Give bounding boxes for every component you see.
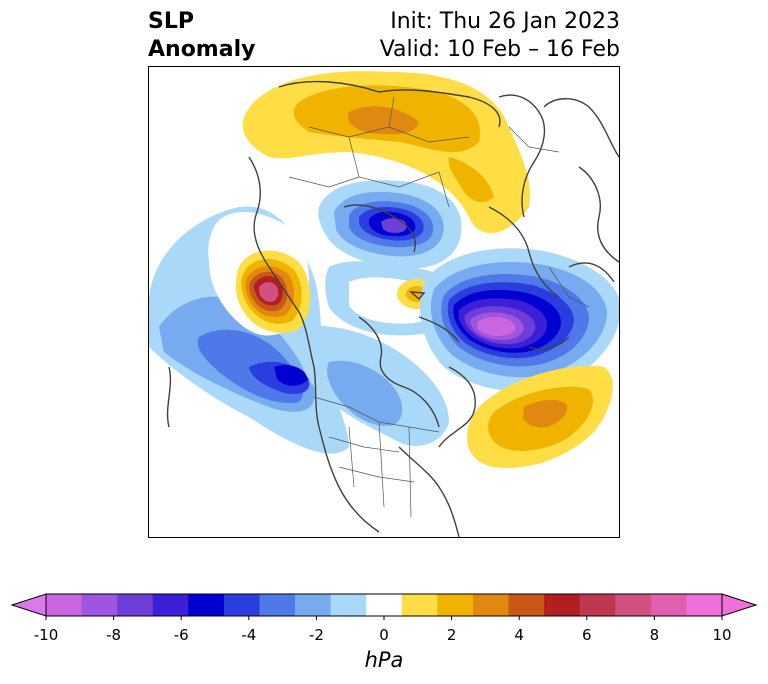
colorbar-tick-label: 6 xyxy=(582,626,592,644)
colorbar-swatch xyxy=(46,594,83,616)
atlantic-positive-anomaly xyxy=(467,366,613,468)
date-info: Init: Thu 26 Jan 2023 Valid: 10 Feb – 16… xyxy=(380,8,620,64)
colorbar-tick-label: -2 xyxy=(308,626,324,644)
north-america-negative xyxy=(297,325,449,446)
coastlines xyxy=(166,80,619,537)
colorbar-swatch xyxy=(615,594,652,616)
title-line-1: SLP xyxy=(148,9,194,34)
colorbar-swatch xyxy=(223,594,260,616)
colorbar xyxy=(10,593,758,620)
colorbar-swatch xyxy=(401,594,438,616)
colorbar-tick-label: 2 xyxy=(446,626,457,644)
colorbar-swatch xyxy=(437,594,474,616)
colorbar-swatch xyxy=(188,594,225,616)
colorbar-swatch xyxy=(366,594,403,616)
chart-title: SLP Anomaly xyxy=(148,8,255,64)
colorbar-swatch xyxy=(295,594,332,616)
colorbar-swatch xyxy=(544,594,581,616)
colorbar-units: hPa xyxy=(364,648,404,672)
map-panel xyxy=(148,66,620,538)
colorbar-lower-extend xyxy=(10,593,47,617)
colorbar-swatch xyxy=(259,594,296,616)
atlantic-negative-anomaly xyxy=(420,248,619,391)
colorbar-swatch xyxy=(81,594,118,616)
colorbar-tick-label: -8 xyxy=(106,626,122,644)
colorbar-swatch xyxy=(117,594,154,616)
colorbar-tick-label: -10 xyxy=(33,626,59,644)
colorbar-swatch xyxy=(472,594,510,616)
colorbar-swatch xyxy=(508,594,545,616)
valid-range: Valid: 10 Feb – 16 Feb xyxy=(379,37,620,62)
eurasia-positive-anomaly xyxy=(242,71,530,234)
bering-positive-anomaly xyxy=(208,212,311,336)
title-line-2: Anomaly xyxy=(148,37,256,62)
colorbar-swatch xyxy=(152,594,189,616)
colorbar-swatch xyxy=(330,594,367,616)
colorbar-tick-label: 8 xyxy=(649,626,660,644)
colorbar-tick-label: 4 xyxy=(514,626,524,644)
colorbar-tick-label: -4 xyxy=(241,626,257,644)
political-borders xyxy=(288,96,590,518)
init-date: Init: Thu 26 Jan 2023 xyxy=(390,9,620,34)
colorbar-tick-label: 0 xyxy=(379,626,389,644)
colorbar-swatch xyxy=(650,594,687,616)
arctic-negative-anomaly xyxy=(318,180,462,269)
colorbar-tick-label: -6 xyxy=(173,626,189,644)
colorbar-swatch xyxy=(579,594,616,616)
anomaly-map xyxy=(149,71,619,537)
colorbar-swatch xyxy=(686,594,723,616)
colorbar-tick-label: 10 xyxy=(712,626,732,644)
colorbar-upper-extend xyxy=(721,593,758,617)
